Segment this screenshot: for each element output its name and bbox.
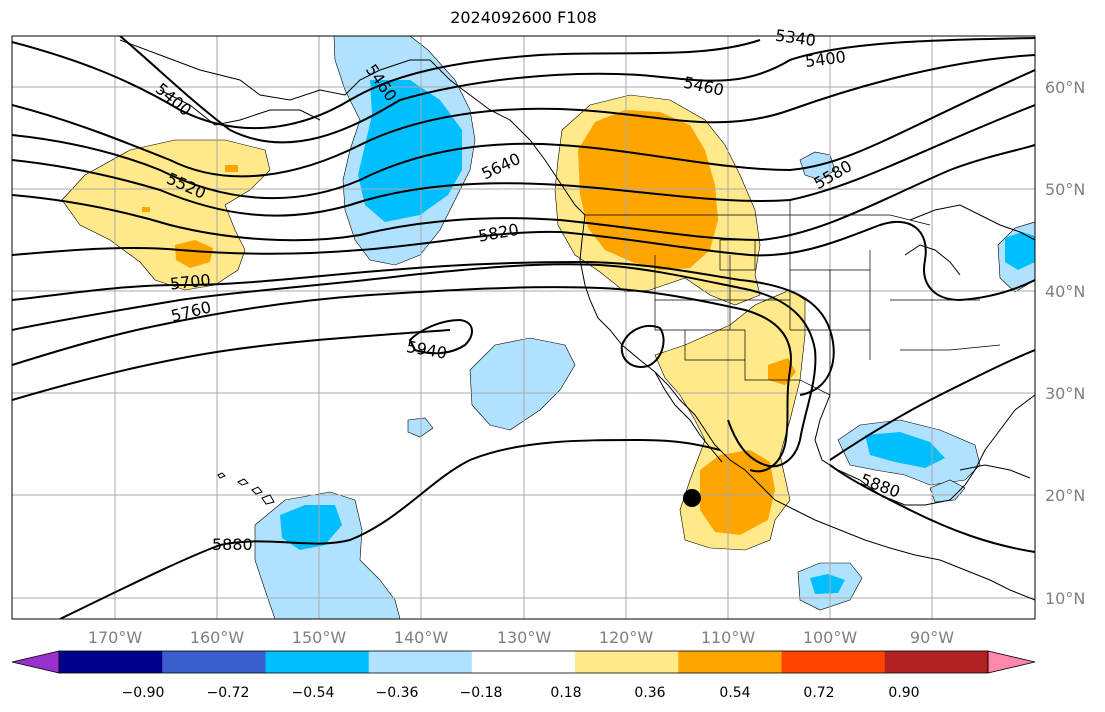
colorbar-tick-label: 0.54 (719, 685, 750, 701)
lat-label: 50°N (1045, 180, 1085, 199)
colorbar-extension-high (987, 650, 1036, 674)
map-frame (11, 35, 1036, 620)
colorbar-frame (58, 650, 989, 674)
colorbar-tick-label: 0.18 (550, 685, 581, 701)
latitude-labels: 60°N 50°N 40°N 30°N 20°N 10°N (1045, 78, 1085, 608)
colorbar-tick-label: −0.18 (460, 685, 503, 701)
lon-label: 160°W (190, 628, 245, 647)
colorbar-segment (781, 651, 886, 673)
colorbar-tick-label: 0.36 (634, 685, 665, 701)
height-contours (12, 36, 1035, 619)
lat-label: 30°N (1045, 384, 1085, 403)
lat-label: 40°N (1045, 282, 1085, 301)
lon-label: 120°W (599, 628, 654, 647)
lon-label: 170°W (88, 628, 143, 647)
colorbar-segment (575, 651, 679, 673)
colorbar-tick-label: 0.72 (803, 685, 834, 701)
lat-label: 60°N (1045, 78, 1085, 97)
colorbar-ticks: −0.90 −0.72 −0.54 −0.36 −0.18 0.18 0.36 … (122, 685, 920, 701)
colorbar-tick-label: −0.54 (292, 685, 335, 701)
colorbar-tick-label: −0.90 (122, 685, 165, 701)
hawaii-islands (217, 472, 275, 505)
contour-label: 5400 (804, 47, 847, 71)
longitude-labels: 170°W 160°W 150°W 140°W 130°W 120°W 110°… (88, 628, 954, 647)
colorbar-segment (678, 651, 783, 673)
lat-label: 10°N (1045, 589, 1085, 608)
lon-label: 110°W (701, 628, 756, 647)
colorbar-tick-label: −0.36 (376, 685, 419, 701)
coastlines (119, 39, 1035, 601)
colorbar-segment (59, 651, 163, 673)
colorbar-extension-low (11, 650, 60, 674)
colorbar-tick-label: −0.72 (207, 685, 250, 701)
contour-label: 5700 (169, 270, 211, 293)
colorbar-tick-label: 0.90 (888, 685, 919, 701)
lat-label: 20°N (1045, 486, 1085, 505)
colorbar (11, 650, 1036, 674)
contour-label: 5880 (212, 535, 253, 554)
colorbar-segment (368, 651, 473, 673)
colorbar-segment (471, 651, 576, 673)
map-title: 2024092600 F108 (450, 8, 597, 27)
colorbar-segment (884, 651, 989, 673)
lon-label: 100°W (803, 628, 858, 647)
map-panel (12, 36, 1035, 619)
lon-label: 130°W (497, 628, 552, 647)
colorbar-segment (162, 651, 266, 673)
location-marker (683, 489, 701, 507)
lon-label: 140°W (394, 628, 449, 647)
lon-label: 150°W (292, 628, 347, 647)
colorbar-segment (265, 651, 370, 673)
lon-label: 90°W (910, 628, 954, 647)
